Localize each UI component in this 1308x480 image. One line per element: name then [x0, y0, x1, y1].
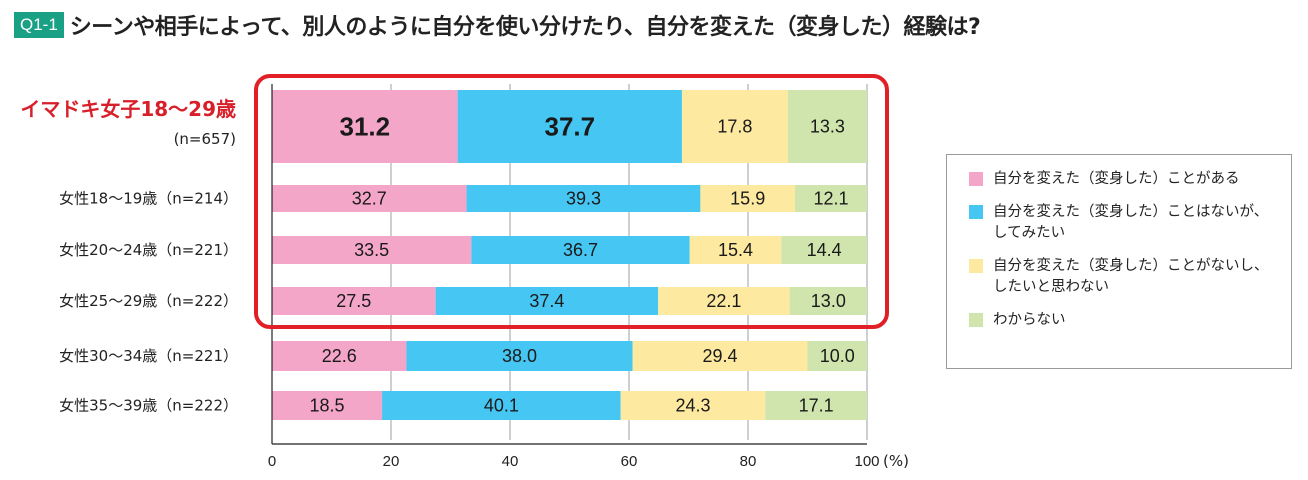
bar-segment [787, 90, 867, 163]
bar-segment [765, 391, 867, 420]
value-label: 37.7 [544, 112, 595, 142]
x-tick-label: 80 [740, 453, 757, 470]
bar-segment [272, 391, 383, 420]
value-label: 15.4 [718, 240, 753, 260]
legend: 自分を変えた（変身した）ことがある自分を変えた（変身した）ことはないが、 してみ… [946, 154, 1292, 369]
x-tick-label: 0 [268, 453, 276, 470]
bar-segment [457, 90, 682, 163]
bar-segment [406, 341, 633, 371]
value-label: 22.1 [706, 291, 741, 311]
x-tick-label: 60 [621, 453, 638, 470]
value-label: 37.4 [529, 291, 564, 311]
bar-segment [272, 90, 458, 163]
legend-label: わからない [993, 312, 1066, 328]
bar-segment [689, 236, 782, 264]
bar-segment [272, 341, 407, 371]
legend-label: 自分を変えた（変身した）ことがないし、 したいと思わない [993, 258, 1269, 295]
bar-segment [807, 341, 867, 371]
x-tick-label: 20 [383, 453, 400, 470]
value-label: 29.4 [703, 346, 738, 366]
bar-segment [620, 391, 766, 420]
value-labels: 31.2 37.7 17.8 13.3 32.7 39.3 15.9 12.1 33.5 36.7… [310, 112, 855, 416]
bar-segment [272, 236, 472, 264]
value-label: 24.3 [675, 396, 710, 416]
legend-swatch [969, 259, 983, 273]
value-label: 33.5 [354, 240, 389, 260]
value-label: 38.0 [502, 346, 537, 366]
legend-swatch [969, 313, 983, 327]
value-label: 27.5 [336, 291, 371, 311]
value-label: 36.7 [563, 240, 598, 260]
value-label: 32.7 [352, 189, 387, 209]
legend-item: 自分を変えた（変身した）ことはないが、 してみたい [969, 202, 1291, 244]
bar-segment [700, 185, 796, 212]
value-label: 14.4 [807, 240, 842, 260]
legend-swatch [969, 172, 983, 186]
category-sublabel: (n=657) [174, 130, 236, 148]
bar-segment [382, 391, 621, 420]
question-badge: Q1-1 [14, 12, 64, 38]
value-label: 17.8 [717, 117, 752, 137]
value-label: 17.1 [799, 396, 834, 416]
value-label: 39.3 [566, 189, 601, 209]
bar-segment [632, 341, 808, 371]
x-tick-label: 40 [502, 453, 519, 470]
value-label: 10.0 [820, 346, 855, 366]
bar-segment [466, 185, 701, 212]
value-label: 12.1 [813, 189, 848, 209]
legend-item: 自分を変えた（変身した）ことがある [969, 169, 1291, 190]
chart-header: Q1-1 シーンや相手によって、別人のように自分を使い分けたり、自分を変えた（変… [14, 8, 981, 42]
highlight-box [254, 74, 889, 329]
category-label: 女性30〜34歳（n=221） [59, 347, 238, 365]
legend-swatch [969, 205, 983, 219]
bars [272, 90, 867, 420]
legend-label: 自分を変えた（変身した）ことはないが、 してみたい [993, 204, 1269, 241]
bar-segment [681, 90, 788, 163]
category-label: 女性35〜39歳（n=222） [59, 397, 238, 415]
chart-title: シーンや相手によって、別人のように自分を使い分けたり、自分を変えた（変身した）経… [69, 15, 981, 40]
category-label: 女性20〜24歳（n=221） [59, 241, 238, 259]
x-axis-unit: (%) [883, 452, 909, 470]
value-label: 15.9 [730, 189, 765, 209]
legend-label: 自分を変えた（変身した）ことがある [993, 171, 1240, 187]
bar-segment [272, 185, 467, 212]
bar-segment [789, 287, 867, 315]
value-label: 13.3 [810, 117, 845, 137]
category-label-highlight: イマドキ女子18〜29歳 [20, 97, 236, 121]
value-label: 13.0 [811, 291, 846, 311]
bar-segment [781, 236, 867, 264]
bar-segment [435, 287, 659, 315]
value-label: 18.5 [310, 396, 345, 416]
value-label: 22.6 [322, 346, 357, 366]
legend-item: わからない [969, 310, 1291, 331]
bar-segment [272, 287, 436, 315]
legend-item: 自分を変えた（変身した）ことがないし、 したいと思わない [969, 256, 1291, 298]
bar-segment [471, 236, 690, 264]
value-label: 40.1 [484, 396, 519, 416]
value-label: 31.2 [340, 112, 391, 142]
bar-segment [658, 287, 790, 315]
category-label: 女性18〜19歳（n=214） [59, 190, 238, 208]
category-label: 女性25〜29歳（n=222） [59, 292, 238, 310]
x-tick-label: 100 [854, 453, 879, 470]
bar-segment [795, 185, 867, 212]
